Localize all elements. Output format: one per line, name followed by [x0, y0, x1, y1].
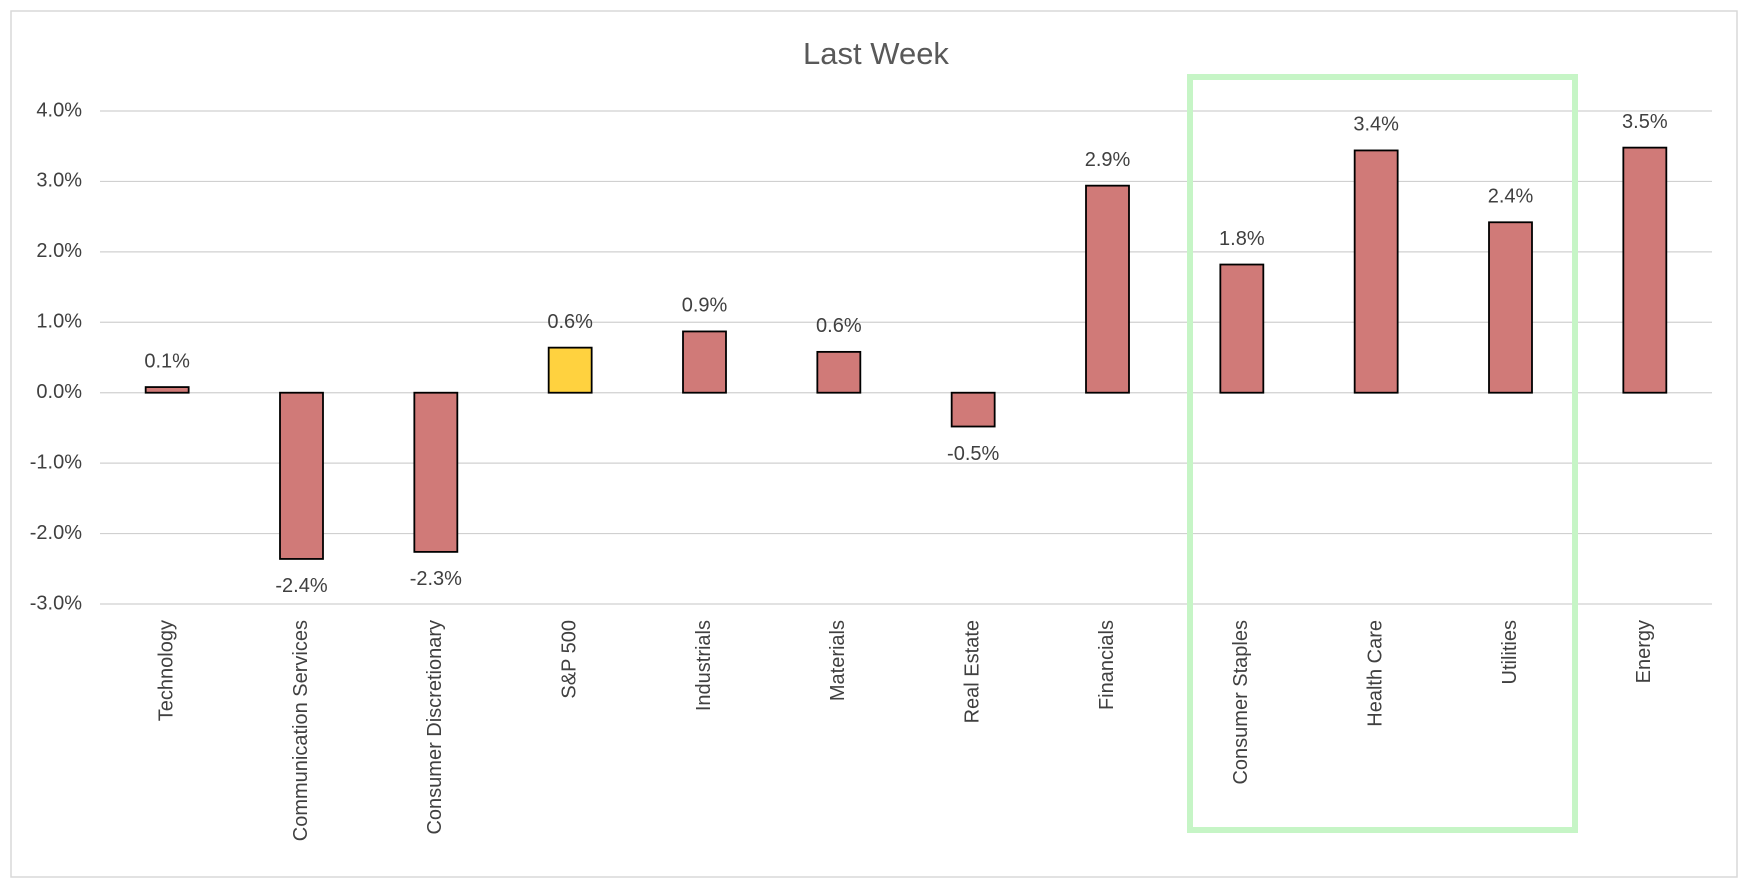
x-tick-label: Energy	[1633, 620, 1655, 683]
data-label: 0.1%	[144, 350, 190, 372]
data-label: 0.9%	[682, 295, 728, 317]
x-tick-label: Real Estate	[961, 620, 983, 723]
bar	[816, 350, 862, 394]
bar	[279, 391, 324, 560]
x-tick-label: Utilities	[1499, 620, 1521, 684]
y-tick-label: -2.0%	[30, 522, 82, 544]
bar	[1219, 263, 1265, 394]
x-tick-label: Communication Services	[290, 620, 312, 841]
chart-border	[10, 10, 1738, 878]
data-label: -2.4%	[275, 575, 327, 597]
data-label: 0.6%	[816, 315, 862, 337]
y-tick-label: 0.0%	[36, 381, 82, 403]
x-tick-label: S&P 500	[558, 620, 580, 699]
bar	[1085, 184, 1130, 394]
data-label: -0.5%	[947, 443, 999, 465]
x-tick-label: Health Care	[1364, 620, 1386, 727]
data-label: -2.3%	[410, 568, 462, 590]
bar	[1622, 146, 1668, 394]
data-label: 1.8%	[1219, 228, 1265, 250]
y-tick-label: 2.0%	[36, 240, 82, 262]
highlight-box	[1187, 74, 1578, 833]
y-tick-label: 3.0%	[36, 170, 82, 192]
data-label: 2.9%	[1085, 149, 1131, 171]
data-label: 2.4%	[1488, 186, 1534, 208]
x-tick-label: Consumer Staples	[1230, 620, 1252, 785]
x-tick-label: Technology	[155, 620, 177, 721]
data-label: 0.6%	[547, 311, 593, 333]
y-tick-label: 1.0%	[36, 311, 82, 333]
bar	[547, 346, 593, 394]
data-label: 3.5%	[1622, 111, 1668, 133]
bar	[1353, 149, 1399, 394]
data-label: 3.4%	[1353, 114, 1399, 136]
bar	[144, 386, 190, 394]
y-tick-label: -1.0%	[30, 451, 82, 473]
x-tick-label: Materials	[827, 620, 849, 701]
bar	[682, 330, 727, 394]
y-tick-label: -3.0%	[30, 592, 82, 614]
chart-title: Last Week	[803, 36, 949, 71]
bar	[413, 391, 459, 553]
x-tick-label: Industrials	[693, 620, 715, 711]
x-tick-label: Consumer Discretionary	[424, 620, 446, 835]
bar	[1488, 221, 1533, 394]
bar	[950, 391, 996, 428]
x-tick-label: Financials	[1096, 620, 1118, 710]
y-tick-label: 4.0%	[36, 99, 82, 121]
